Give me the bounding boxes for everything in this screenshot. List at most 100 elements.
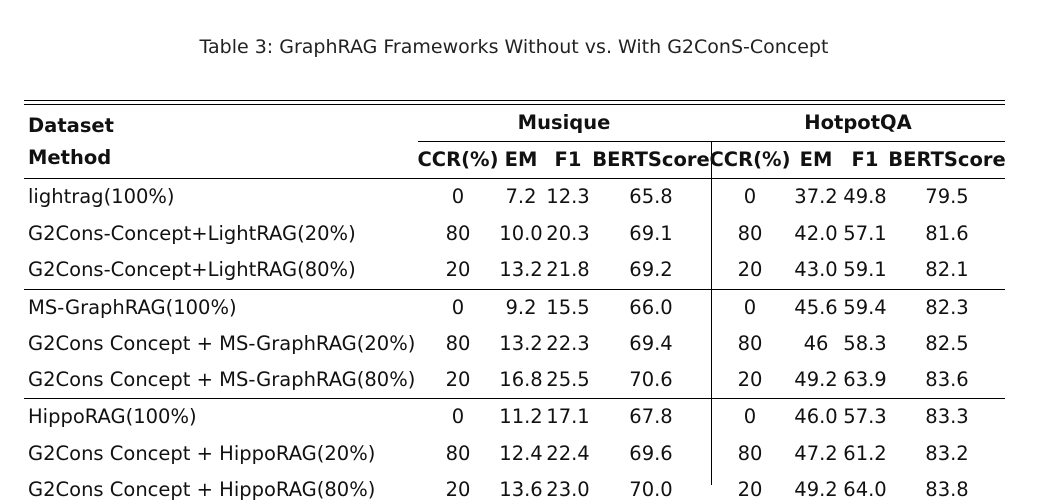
- value-cell-musique-f1: 21.8: [546, 258, 590, 281]
- value-cell-hotpotqa-f1: 58.3: [843, 332, 887, 355]
- method-cell: lightrag(100%): [28, 185, 175, 208]
- value-cell-hotpotqa-em: 49.2: [794, 478, 838, 501]
- top-rule-1: [24, 100, 1005, 101]
- method-header: Method: [28, 146, 112, 169]
- value-cell-hotpotqa-bertscore: 83.6: [925, 368, 969, 391]
- value-cell-hotpotqa-ccr: 20: [737, 478, 763, 501]
- group-header-hotpotqa: HotpotQA: [804, 111, 912, 134]
- value-cell-musique-ccr: 20: [445, 368, 471, 391]
- value-cell-musique-ccr: 20: [445, 258, 471, 281]
- value-cell-musique-f1: 12.3: [546, 185, 590, 208]
- value-cell-hotpotqa-em: 49.2: [794, 368, 838, 391]
- method-cell: G2Cons-Concept+LightRAG(80%): [28, 258, 356, 281]
- value-cell-hotpotqa-f1: 59.4: [843, 296, 887, 319]
- method-cell: HippoRAG(100%): [28, 405, 197, 428]
- value-cell-musique-bertscore: 69.4: [629, 332, 673, 355]
- value-cell-hotpotqa-ccr: 0: [743, 296, 757, 319]
- header-bottom-rule: [24, 178, 1005, 179]
- group-header-musique: Musique: [517, 111, 611, 134]
- value-cell-musique-f1: 22.4: [546, 442, 590, 465]
- col-header-hotpotqa-bertscore: BERTScore: [888, 148, 1006, 171]
- value-cell-hotpotqa-ccr: 80: [737, 332, 763, 355]
- value-cell-hotpotqa-bertscore: 79.5: [925, 185, 969, 208]
- value-cell-musique-em: 10.0: [499, 222, 543, 245]
- value-cell-hotpotqa-f1: 57.1: [843, 222, 887, 245]
- value-cell-musique-ccr: 0: [451, 296, 465, 319]
- value-cell-hotpotqa-em: 42.0: [794, 222, 838, 245]
- col-header-hotpotqa-ccr: CCR(%): [709, 148, 791, 171]
- value-cell-hotpotqa-ccr: 80: [737, 442, 763, 465]
- value-cell-hotpotqa-em: 43.0: [794, 258, 838, 281]
- value-cell-musique-f1: 25.5: [546, 368, 590, 391]
- value-cell-hotpotqa-bertscore: 82.1: [925, 258, 969, 281]
- value-cell-hotpotqa-em: 37.2: [794, 185, 838, 208]
- value-cell-hotpotqa-f1: 64.0: [843, 478, 887, 501]
- value-cell-musique-f1: 22.3: [546, 332, 590, 355]
- value-cell-hotpotqa-bertscore: 82.3: [925, 296, 969, 319]
- value-cell-musique-em: 13.6: [499, 478, 543, 501]
- col-header-hotpotqa-em: EM: [799, 148, 833, 171]
- value-cell-hotpotqa-f1: 61.2: [843, 442, 887, 465]
- value-cell-musique-em: 13.2: [499, 332, 543, 355]
- value-cell-musique-f1: 20.3: [546, 222, 590, 245]
- method-cell: G2Cons Concept + HippoRAG(20%): [28, 442, 376, 465]
- section-rule-1: [24, 289, 1005, 290]
- method-cell: G2Cons Concept + HippoRAG(80%): [28, 478, 376, 501]
- value-cell-musique-ccr: 80: [445, 222, 471, 245]
- value-cell-musique-em: 16.8: [499, 368, 543, 391]
- group-divider: [711, 141, 712, 485]
- value-cell-musique-ccr: 0: [451, 405, 465, 428]
- value-cell-hotpotqa-ccr: 0: [743, 405, 757, 428]
- value-cell-hotpotqa-em: 46.0: [794, 405, 838, 428]
- value-cell-hotpotqa-ccr: 20: [737, 258, 763, 281]
- col-header-hotpotqa-f1: F1: [851, 148, 879, 171]
- value-cell-musique-ccr: 0: [451, 185, 465, 208]
- method-cell: G2Cons Concept + MS-GraphRAG(20%): [28, 332, 416, 355]
- value-cell-hotpotqa-f1: 57.3: [843, 405, 887, 428]
- col-header-musique-bertscore: BERTScore: [592, 148, 710, 171]
- value-cell-musique-em: 7.2: [505, 185, 537, 208]
- value-cell-musique-bertscore: 69.2: [629, 258, 673, 281]
- value-cell-hotpotqa-em: 45.6: [794, 296, 838, 319]
- value-cell-musique-em: 12.4: [499, 442, 543, 465]
- section-rule-2: [24, 398, 1005, 399]
- value-cell-musique-bertscore: 70.6: [629, 368, 673, 391]
- value-cell-musique-bertscore: 69.6: [629, 442, 673, 465]
- table-caption: Table 3: GraphRAG Frameworks Without vs.…: [199, 36, 829, 58]
- value-cell-musique-ccr: 80: [445, 332, 471, 355]
- value-cell-hotpotqa-bertscore: 81.6: [925, 222, 969, 245]
- value-cell-musique-em: 11.2: [499, 405, 543, 428]
- value-cell-musique-f1: 17.1: [546, 405, 590, 428]
- method-cell: G2Cons Concept + MS-GraphRAG(80%): [28, 368, 416, 391]
- dataset-header: Dataset: [28, 114, 114, 137]
- value-cell-hotpotqa-bertscore: 83.2: [925, 442, 969, 465]
- value-cell-musique-f1: 23.0: [546, 478, 590, 501]
- value-cell-hotpotqa-em: 47.2: [794, 442, 838, 465]
- value-cell-hotpotqa-ccr: 20: [737, 368, 763, 391]
- value-cell-musique-f1: 15.5: [546, 296, 590, 319]
- value-cell-musique-bertscore: 70.0: [629, 478, 673, 501]
- value-cell-musique-em: 9.2: [505, 296, 537, 319]
- value-cell-hotpotqa-f1: 63.9: [843, 368, 887, 391]
- top-rule-2: [24, 104, 1005, 105]
- value-cell-musique-em: 13.2: [499, 258, 543, 281]
- value-cell-hotpotqa-f1: 49.8: [843, 185, 887, 208]
- value-cell-hotpotqa-bertscore: 83.3: [925, 405, 969, 428]
- value-cell-hotpotqa-f1: 59.1: [843, 258, 887, 281]
- method-cell: MS-GraphRAG(100%): [28, 296, 237, 319]
- value-cell-hotpotqa-bertscore: 82.5: [925, 332, 969, 355]
- value-cell-musique-bertscore: 65.8: [629, 185, 673, 208]
- value-cell-musique-bertscore: 69.1: [629, 222, 673, 245]
- col-header-musique-em: EM: [504, 148, 538, 171]
- col-header-musique-ccr: CCR(%): [417, 148, 499, 171]
- value-cell-musique-bertscore: 66.0: [629, 296, 673, 319]
- method-cell: G2Cons-Concept+LightRAG(20%): [28, 222, 356, 245]
- value-cell-hotpotqa-ccr: 0: [743, 185, 757, 208]
- value-cell-musique-ccr: 80: [445, 442, 471, 465]
- value-cell-musique-bertscore: 67.8: [629, 405, 673, 428]
- value-cell-musique-ccr: 20: [445, 478, 471, 501]
- value-cell-hotpotqa-bertscore: 83.8: [925, 478, 969, 501]
- col-header-musique-f1: F1: [554, 148, 582, 171]
- value-cell-hotpotqa-ccr: 80: [737, 222, 763, 245]
- value-cell-hotpotqa-em: 46: [803, 332, 829, 355]
